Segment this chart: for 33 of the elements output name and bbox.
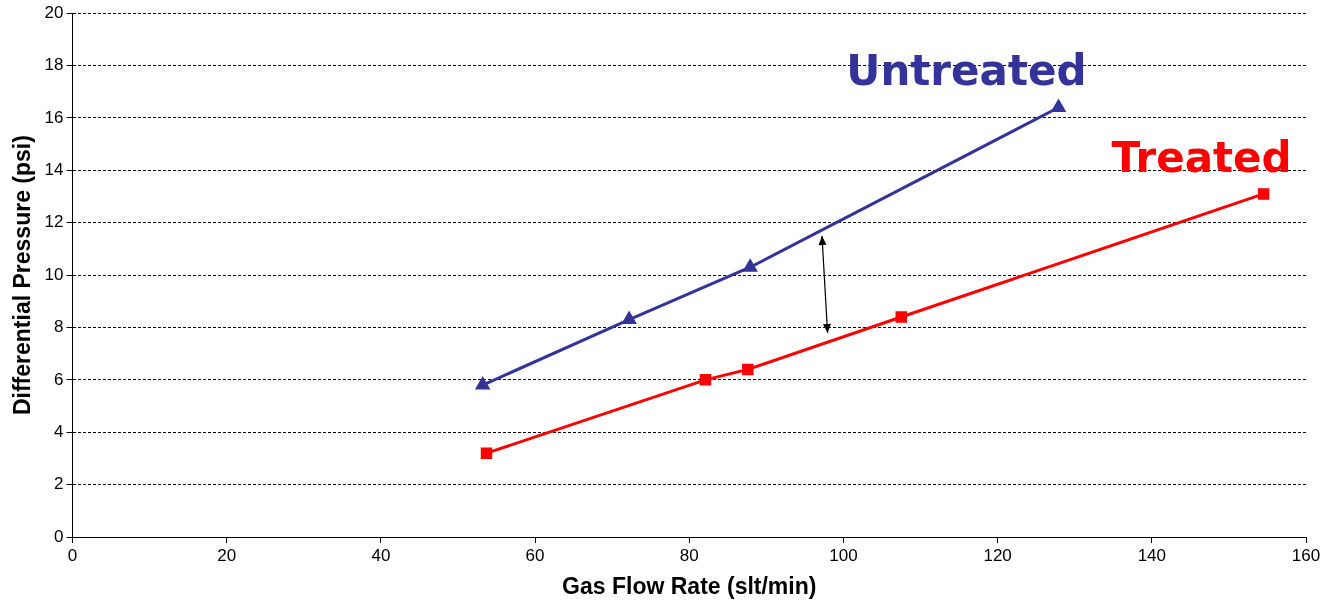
x-tick-label: 80 xyxy=(679,545,699,565)
x-tick-label: 100 xyxy=(829,545,858,565)
y-tick-label: 2 xyxy=(54,474,64,494)
point xyxy=(743,259,757,272)
y-tick-label: 10 xyxy=(44,264,64,284)
x-tick-label: 60 xyxy=(525,545,545,565)
x-tick-label: 40 xyxy=(371,545,391,565)
point xyxy=(480,447,493,459)
point xyxy=(1257,188,1270,200)
point xyxy=(895,311,907,323)
y-axis-title: Differential Pressure (psi) xyxy=(9,135,36,416)
series-label: Treated xyxy=(1111,132,1292,182)
y-tick-label: 0 xyxy=(54,526,64,546)
y-tick-label: 14 xyxy=(44,160,64,180)
x-tick-label: 140 xyxy=(1137,545,1166,565)
y-tick-label: 16 xyxy=(44,107,64,127)
y-tick-label: 8 xyxy=(54,317,64,337)
point xyxy=(742,363,754,376)
point xyxy=(475,377,490,390)
x-tick-label: 20 xyxy=(217,545,237,565)
y-tick-label: 12 xyxy=(44,212,64,232)
y-tick-label: 18 xyxy=(44,55,64,75)
x-tick-label: 160 xyxy=(1291,545,1321,565)
x-tick-label: 120 xyxy=(983,545,1012,565)
y-tick-label: 4 xyxy=(54,421,64,441)
y-tick-label: 20 xyxy=(44,2,64,22)
point xyxy=(622,312,636,325)
x-axis-title: Gas Flow Rate (slt/min) xyxy=(562,572,817,599)
series-label: Untreated xyxy=(846,46,1087,96)
point xyxy=(699,374,712,386)
x-tick-label: 0 xyxy=(67,545,78,565)
y-tick-label: 6 xyxy=(54,369,64,389)
point xyxy=(1051,99,1066,112)
